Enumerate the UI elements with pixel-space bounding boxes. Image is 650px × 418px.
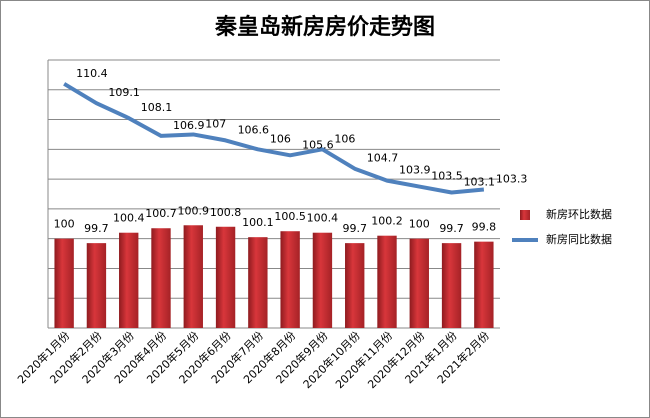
bar <box>474 241 494 328</box>
line <box>63 82 485 195</box>
data-label: 103.5 <box>431 170 463 183</box>
bar <box>377 235 397 328</box>
data-label: 106.9 <box>173 119 205 132</box>
data-label: 105.6 <box>302 138 334 151</box>
data-label: 100.7 <box>145 207 177 220</box>
data-label: 108.1 <box>141 101 173 114</box>
bar <box>215 226 236 328</box>
data-label: 100 <box>54 218 75 231</box>
bar <box>183 225 203 328</box>
data-label: 109.1 <box>108 86 140 99</box>
data-label: 103.9 <box>399 164 431 177</box>
data-label: 100.1 <box>242 216 274 229</box>
data-label: 100 <box>409 218 430 231</box>
bar <box>441 243 462 328</box>
data-label: 106 <box>334 132 355 145</box>
data-label: 100.8 <box>210 206 242 219</box>
bar <box>409 238 429 328</box>
data-label: 100.2 <box>371 215 403 228</box>
data-label: 99.8 <box>472 221 497 234</box>
data-label: 99.7 <box>84 222 109 235</box>
data-label: 100.4 <box>113 212 145 225</box>
bar <box>86 243 107 328</box>
data-label: 100.5 <box>274 210 306 223</box>
data-label: 104.7 <box>367 152 399 165</box>
bar <box>248 237 268 328</box>
data-label: 106 <box>270 132 291 145</box>
data-label: 100.9 <box>178 204 210 217</box>
bar <box>119 232 139 328</box>
data-label: 99.7 <box>342 222 367 235</box>
legend-label: 新房环比数据 <box>546 207 612 221</box>
bar <box>280 231 300 328</box>
bar <box>345 243 365 328</box>
data-label: 103.3 <box>496 173 528 186</box>
data-label: 110.4 <box>76 67 108 80</box>
legend-swatch <box>520 210 530 220</box>
bar <box>312 232 333 328</box>
chart-title: 秦皇岛新房房价走势图 <box>214 14 435 40</box>
legend-label: 新房同比数据 <box>546 232 612 246</box>
data-label: 100.4 <box>307 212 339 225</box>
bar <box>151 228 171 328</box>
bar <box>54 238 74 328</box>
data-label: 107 <box>205 117 226 130</box>
data-label: 103.1 <box>464 176 496 189</box>
data-label: 99.7 <box>439 222 464 235</box>
data-label: 106.6 <box>238 123 269 136</box>
